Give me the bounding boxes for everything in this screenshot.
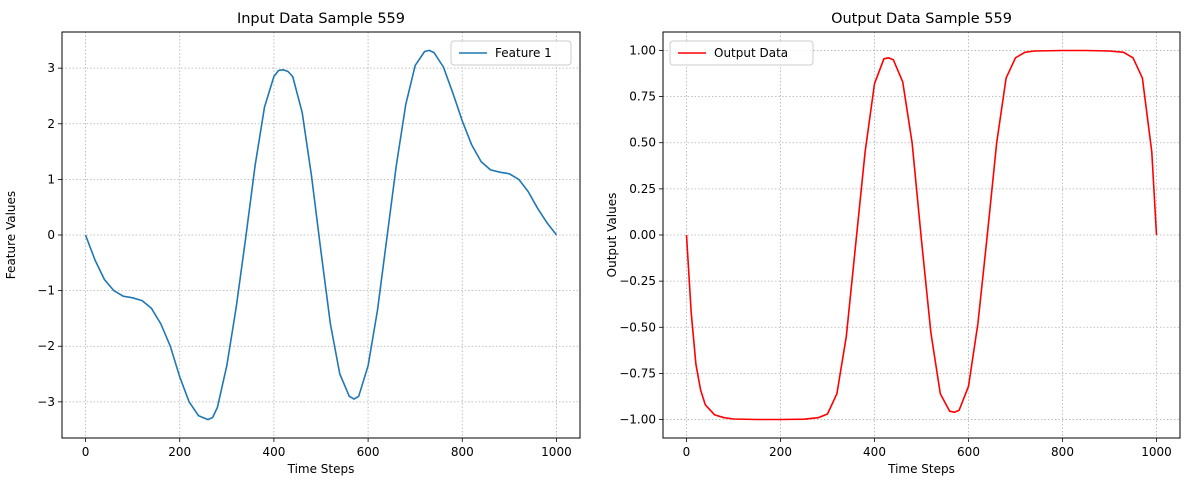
y-tick-label: −1.00	[619, 413, 656, 427]
x-tick-label: 800	[451, 445, 474, 459]
x-tick-label: 400	[262, 445, 285, 459]
chart-title: Output Data Sample 559	[831, 11, 1012, 27]
y-tick-label: 0.50	[629, 136, 656, 150]
x-axis-label: Time Steps	[887, 462, 955, 476]
x-tick-label: 400	[863, 445, 886, 459]
x-tick-label: 0	[82, 445, 90, 459]
x-tick-label: 800	[1051, 445, 1074, 459]
legend-box	[450, 40, 572, 66]
y-tick-label: −1	[37, 284, 55, 298]
x-tick-label: 200	[769, 445, 792, 459]
y-tick-label: 0.00	[629, 228, 656, 242]
y-tick-label: 1	[47, 172, 55, 186]
chart-title: Input Data Sample 559	[237, 11, 405, 27]
x-tick-label: 1000	[541, 445, 572, 459]
y-tick-label: −3	[37, 395, 55, 409]
y-tick-label: −0.75	[619, 366, 656, 380]
legend: Feature 1	[450, 40, 572, 66]
y-tick-label: −0.25	[619, 274, 656, 288]
x-tick-label: 600	[957, 445, 980, 459]
y-tick-label: 0.25	[629, 182, 656, 196]
x-tick-label: 0	[683, 445, 691, 459]
input-data-chart: 0 200 400 600 800 1000 −3 −2 −1 0 1 2 3 Input Data Sa…	[4, 11, 581, 476]
y-axis-label: Feature Values	[4, 191, 18, 279]
series-line-0	[685, 49, 1158, 421]
legend-box	[669, 40, 814, 66]
x-tick-label: 1000	[1141, 445, 1172, 459]
y-tick-label: 2	[47, 117, 55, 131]
y-tick-label: 1.00	[629, 43, 656, 57]
legend-label: Output Data	[714, 46, 788, 60]
y-tick-label: −0.50	[619, 320, 656, 334]
output-data-chart: 0 200 400 600 800 1000 −1.00 −0.75 −0.50 −0.25 0.0…	[605, 11, 1181, 476]
x-tick-label: 600	[357, 445, 380, 459]
legend-label: Feature 1	[495, 46, 552, 60]
y-axis-label: Output Values	[605, 193, 619, 278]
y-tick-label: −2	[37, 339, 55, 353]
y-tick-label: 0.75	[629, 90, 656, 104]
x-tick-label: 200	[168, 445, 191, 459]
y-tick-label: 0	[47, 228, 55, 242]
series-line-0	[84, 49, 558, 421]
legend: Output Data	[669, 40, 814, 66]
y-tick-label: 3	[47, 61, 55, 75]
x-axis-label: Time Steps	[287, 462, 355, 476]
